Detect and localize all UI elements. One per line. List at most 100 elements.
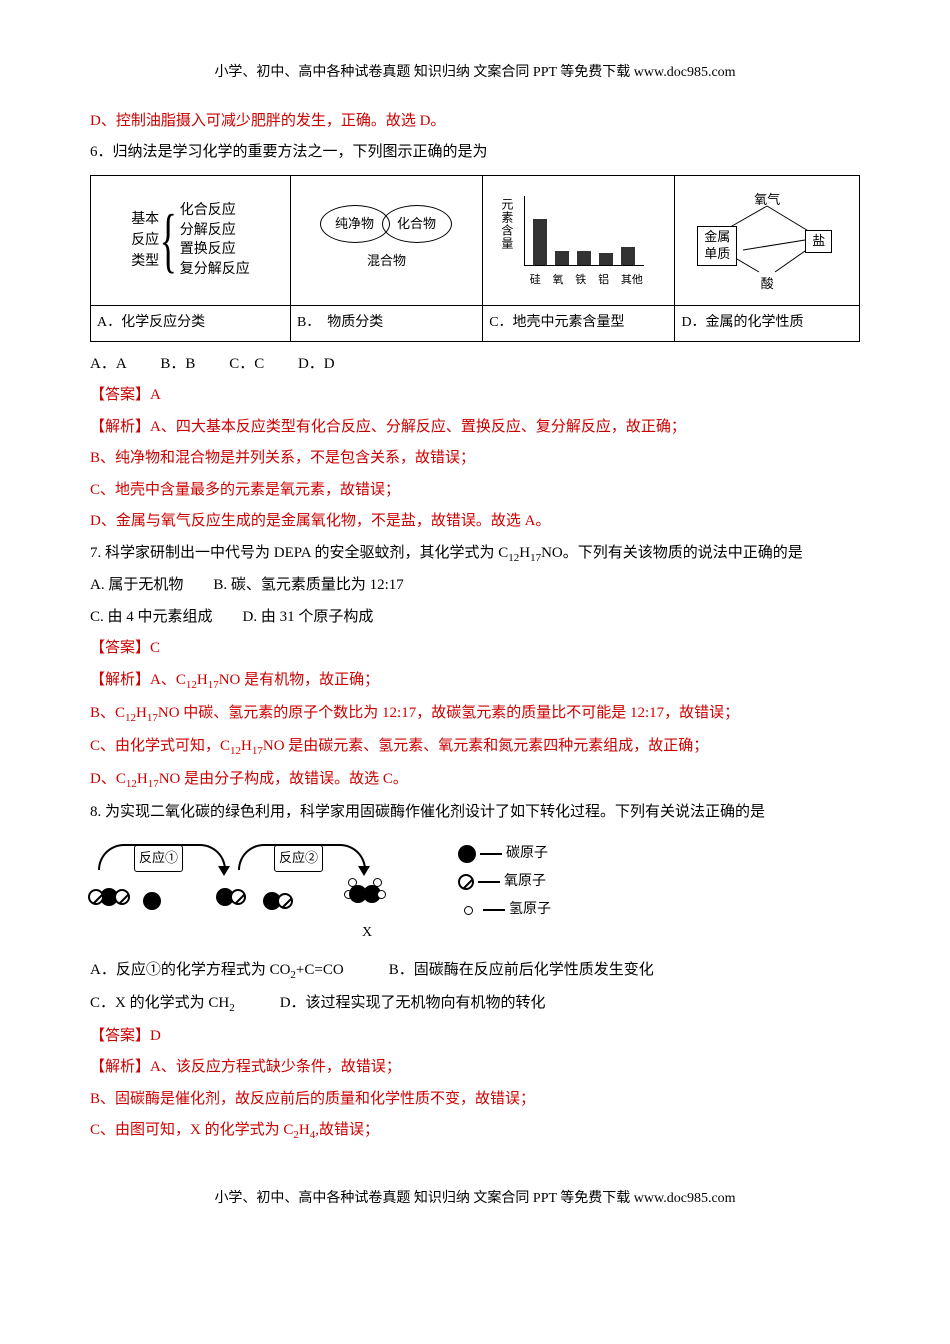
q7-exp3a: C、由化学式可知，C	[90, 738, 230, 754]
q8-mol-co2	[90, 882, 128, 911]
bracket-icon: {	[160, 204, 177, 276]
q7-exp1c: NO 是有机物，故正确；	[219, 672, 379, 688]
q8-opt-b: B．固碳酶在反应前后化学性质发生变化	[389, 962, 654, 978]
q7-exp4a: D、C	[90, 771, 126, 787]
dash-icon	[480, 853, 502, 855]
q8-mol-x	[342, 878, 388, 903]
carbon-atom-icon	[143, 892, 161, 910]
page-header: 小学、初中、高中各种试卷真题 知识归纳 文案合同 PPT 等免费下载 www.d…	[90, 60, 860, 87]
diag-c-xl-1: 氧	[553, 270, 564, 291]
q8-exp2: B、固碳酶是催化剂，故反应前后的质量和化学性质不变，故错误；	[90, 1085, 860, 1114]
diag-c-bar-1	[555, 251, 569, 265]
q7-exp4: D、C12H17NO 是由分子构成，故错误。故选 C。	[90, 765, 860, 795]
q6-stem: 6．归纳法是学习化学的重要方法之一，下列图示正确的是为	[90, 138, 860, 167]
diag-b-oval2: 化合物	[382, 205, 452, 243]
diag-a-left1: 基本	[131, 209, 159, 230]
q8-opt-c: C．X 的化学式为 CH2	[90, 995, 235, 1011]
q8-x-label: X	[362, 920, 372, 947]
oxygen-atom-icon	[230, 889, 246, 905]
q6-diagram-a: 基本 反应 类型 { 化合反应 分解反应 置换反应 复分解反应	[131, 201, 250, 279]
q7-exp2c: NO 中碳、氢元素的原子个数比为 12:17，故碳氢元素的质量比不可能是 12:…	[158, 705, 739, 721]
hydrogen-atom-icon	[464, 906, 473, 915]
q7-exp3b: H	[241, 738, 252, 754]
q6-label-a: A．化学反应分类	[91, 305, 291, 341]
q8-reaction-diagram: 反应① 反应②	[90, 834, 400, 944]
diag-b-oval1: 纯净物	[320, 205, 390, 243]
diag-c-bar-3	[599, 253, 613, 265]
diag-c-xl-3: 铝	[598, 270, 609, 291]
q6-choice-b: B．B	[160, 350, 195, 379]
q7-exp4b: H	[137, 771, 148, 787]
q8-opt-c1: C．X 的化学式为 CH	[90, 995, 229, 1011]
diag-c-xl-4: 其他	[621, 270, 643, 291]
q7-answer: 【答案】C	[90, 634, 860, 663]
diag-d-left1: 金属	[704, 229, 730, 246]
q8-stem: 8. 为实现二氧化碳的绿色利用，科学家用固碳酶作催化剂设计了如下转化过程。下列有…	[90, 798, 860, 827]
q6-exp3: C、地壳中含量最多的元素是氧元素，故错误；	[90, 476, 860, 505]
diag-c-xlabels: 硅 氧 铁 铝 其他	[524, 270, 649, 291]
dash-icon	[478, 881, 500, 883]
q6-choice-c: C．C	[229, 350, 264, 379]
q6-label-c: C．地壳中元素含量型	[483, 305, 675, 341]
diag-c-bar-2	[577, 251, 591, 265]
diag-c-axes	[524, 196, 644, 266]
q8-figure: 反应① 反应②	[90, 834, 860, 944]
q6-choice-d: D．D	[298, 350, 335, 379]
legend-h: 氢原子	[509, 896, 551, 924]
q8-opt-d: D．该过程实现了无机物向有机物的转化	[280, 995, 546, 1011]
q6-exp4: D、金属与氧气反应生成的是金属氧化物，不是盐，故错误。故选 A。	[90, 507, 860, 536]
diag-a-r2: 分解反应	[180, 221, 250, 241]
q8-arc1-label: 反应①	[134, 845, 183, 872]
q8-opt-a2: +C=CO	[296, 962, 344, 978]
q6-diagrams-row: 基本 反应 类型 { 化合反应 分解反应 置换反应 复分解反应	[91, 175, 860, 305]
q8-exp3: C、由图可知，X 的化学式为 C2H4,故错误；	[90, 1116, 860, 1146]
diag-a-r1: 化合反应	[180, 201, 250, 221]
q6-choice-a: A．A	[90, 350, 127, 379]
q8-opt-a1: A．反应①的化学方程式为 CO	[90, 962, 290, 978]
page-footer: 小学、初中、高中各种试卷真题 知识归纳 文案合同 PPT 等免费下载 www.d…	[90, 1186, 860, 1213]
q8-row2: C．X 的化学式为 CH2 D．该过程实现了无机物向有机物的转化	[90, 989, 860, 1019]
diag-d-left2: 单质	[704, 246, 730, 263]
oxygen-atom-icon	[458, 874, 474, 890]
diag-a-r3: 置换反应	[180, 240, 250, 260]
diag-b-below: 混合物	[312, 249, 462, 274]
legend-o: 氧原子	[504, 868, 546, 896]
q7-exp3c: NO 是由碳元素、氢元素、氧元素和氮元素四种元素组成，故正确；	[263, 738, 708, 754]
q7-exp1a: 【解析】A、C	[90, 672, 186, 688]
diag-d-right: 盐	[805, 230, 832, 253]
q7-opt-c: C. 由 4 中元素组成	[90, 609, 213, 625]
diag-c-bar-0	[533, 219, 547, 265]
q7-exp2a: B、C	[90, 705, 125, 721]
q8-mol-co-2	[265, 886, 291, 915]
q6-label-d: D．金属的化学性质	[675, 305, 860, 341]
q6-exp2: B、纯净物和混合物是并列关系，不是包含关系，故错误；	[90, 444, 860, 473]
q6-diagram-d: 氧气 金属 单质 盐 酸	[687, 190, 847, 290]
oxygen-atom-icon	[88, 889, 104, 905]
q6-exp1: 【解析】A、四大基本反应类型有化合反应、分解反应、置换反应、复分解反应，故正确；	[90, 413, 860, 442]
dash-icon	[483, 909, 505, 911]
q8-row1: A．反应①的化学方程式为 CO2+C=CO B．固碳酶在反应前后化学性质发生变化	[90, 956, 860, 986]
diag-a-left3: 类型	[131, 251, 159, 272]
q8-exp3c: ,故错误；	[315, 1122, 379, 1138]
q7-opt-b: B. 碳、氢元素质量比为 12:17	[213, 577, 403, 593]
diag-c-xl-0: 硅	[530, 270, 541, 291]
diag-a-r4: 复分解反应	[180, 260, 250, 280]
q7-row2: C. 由 4 中元素组成 D. 由 31 个原子构成	[90, 603, 860, 632]
q7-stem-b: H	[519, 545, 530, 561]
legend-c: 碳原子	[506, 840, 548, 868]
diag-c-xl-2: 铁	[575, 270, 586, 291]
q8-exp1: 【解析】A、该反应方程式缺少条件，故错误；	[90, 1053, 860, 1082]
diag-d-bottom: 酸	[687, 272, 847, 297]
q7-row1: A. 属于无机物 B. 碳、氢元素质量比为 12:17	[90, 571, 860, 600]
q6-options-table: 基本 反应 类型 { 化合反应 分解反应 置换反应 复分解反应	[90, 175, 860, 342]
diag-c-ylabel: 元素含量	[504, 198, 518, 250]
q8-answer: 【答案】D	[90, 1022, 860, 1051]
q8-legend: 碳原子 氧原子 氢原子	[460, 840, 551, 924]
q8-mol-c	[145, 886, 159, 915]
q6-diagram-b: 纯净物 化合物 混合物	[312, 195, 462, 285]
oxygen-atom-icon	[114, 889, 130, 905]
q8-arrow1-head	[218, 866, 230, 876]
q8-exp3b: H	[299, 1122, 310, 1138]
hydrogen-atom-icon	[377, 890, 386, 899]
q7-stem: 7. 科学家研制出一中代号为 DEPA 的安全驱蚊剂，其化学式为 C12H17N…	[90, 539, 860, 569]
